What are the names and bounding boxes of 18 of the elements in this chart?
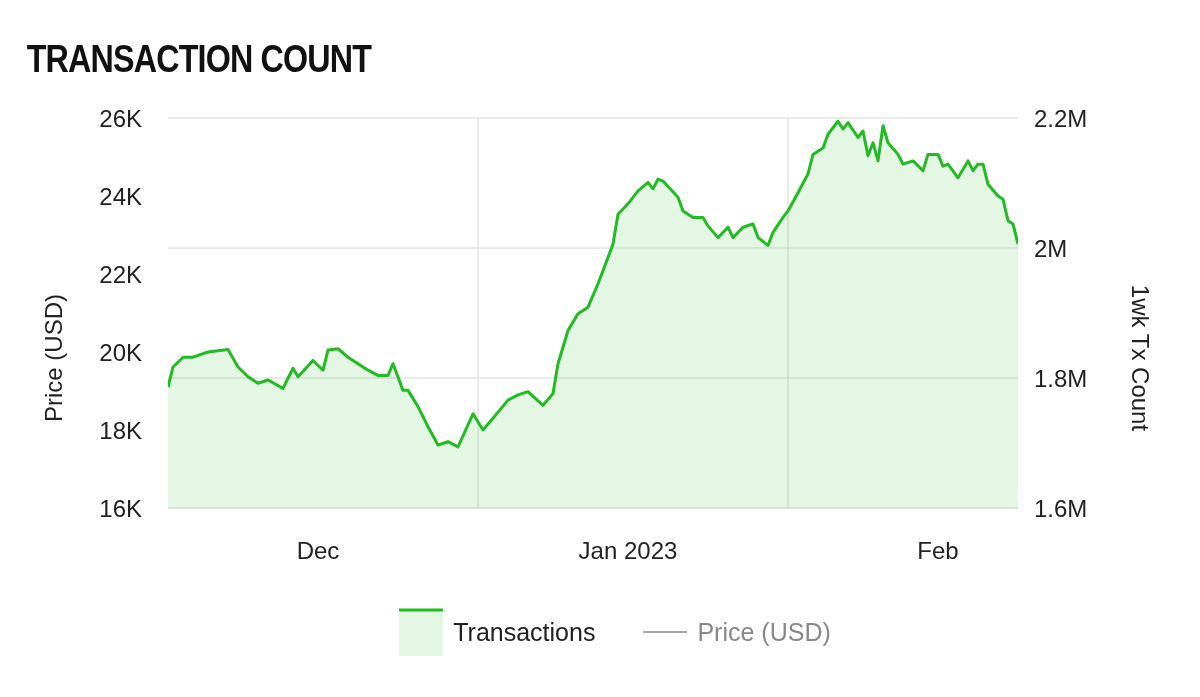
x-tick-label: Jan 2023 [578,537,678,565]
x-tick-label: Dec [296,537,340,565]
x-tick-label: Feb [917,537,959,565]
y2-tick-label: 2M [1034,234,1068,262]
y-tick-label: 18K [99,416,142,444]
y-tick-label: 16K [99,494,142,522]
y2-tick-label: 1.8M [1034,364,1088,392]
y-axis-title: Price (USD) [40,293,68,423]
y2-tick-label: 2.2M [1034,104,1088,132]
y-tick-label: 26K [99,104,142,132]
y-tick-label: 20K [99,338,142,366]
y-tick-label: 22K [99,260,142,288]
y2-tick-label: 1.6M [1034,494,1088,522]
y-tick-label: 24K [99,182,142,210]
legend-label: Price (USD) [697,617,831,647]
y2-axis-title: 1wk Tx Count [1126,284,1154,432]
chart-title: TRANSACTION COUNT [25,37,373,82]
legend-label: Transactions [453,617,596,647]
